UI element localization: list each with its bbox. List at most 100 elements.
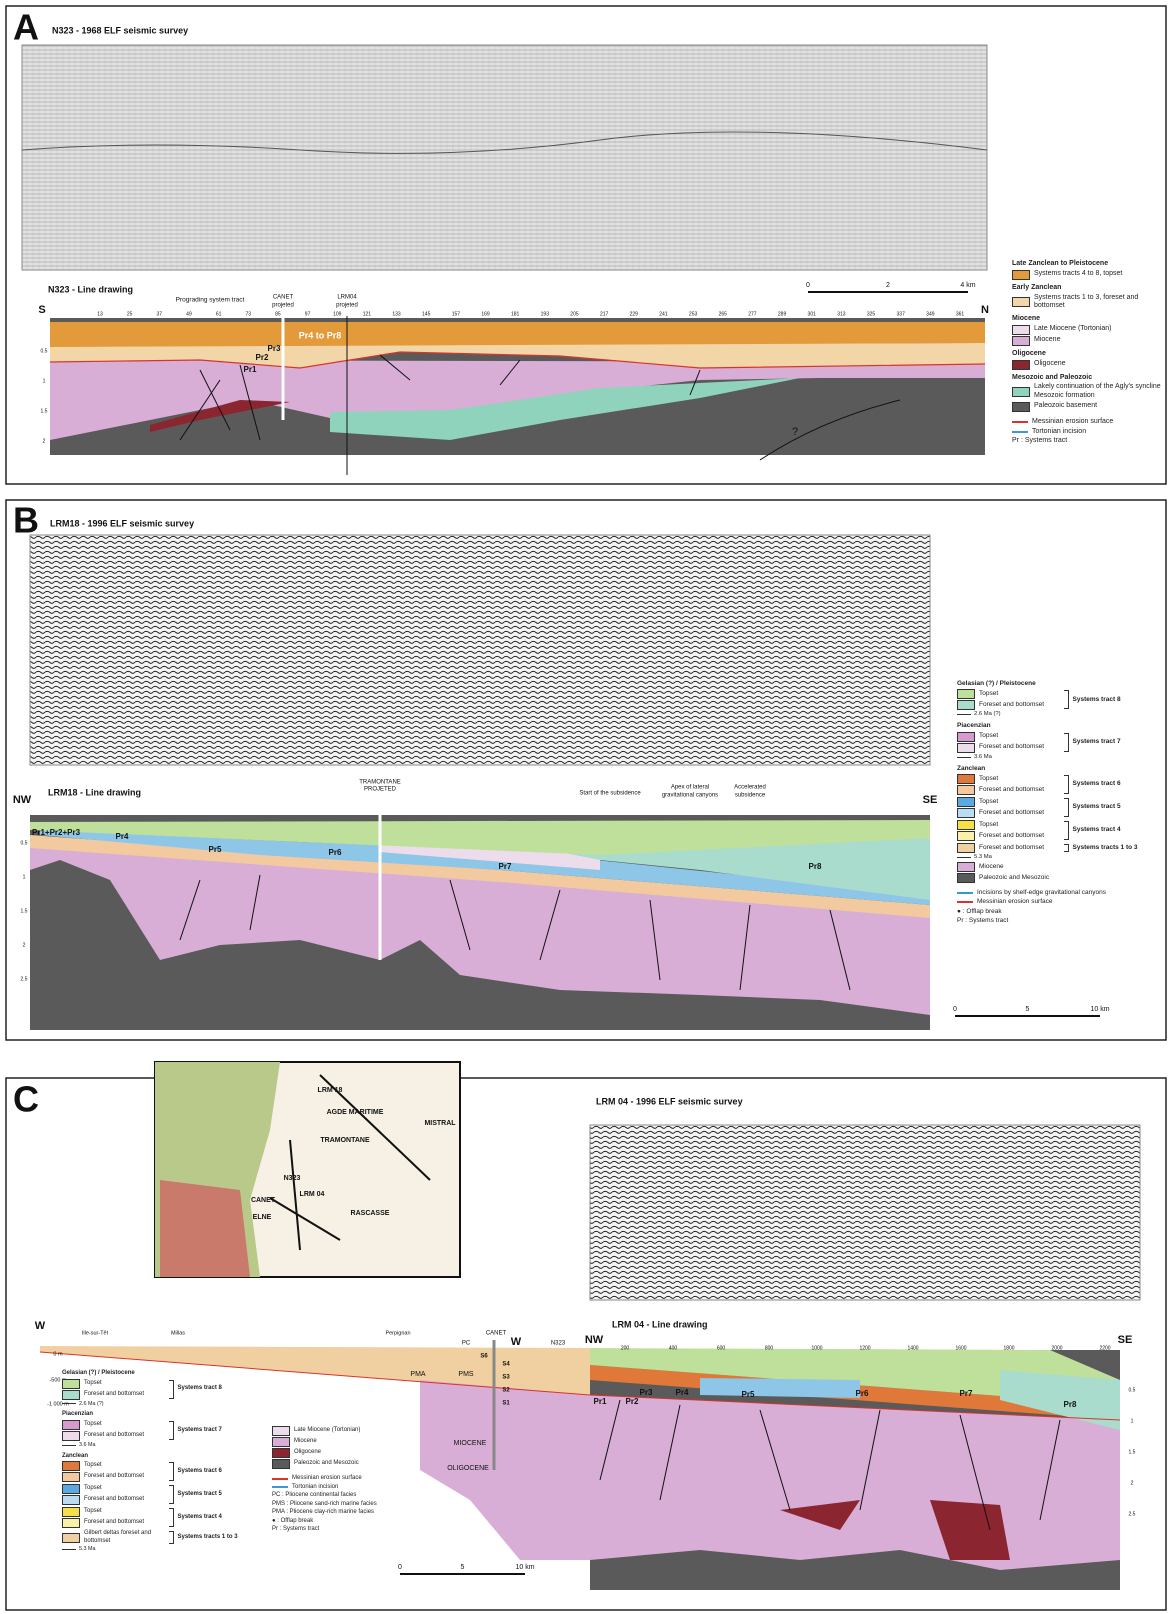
legend-tract-items: TopsetForeset and bottomset: [957, 731, 1060, 754]
shotpoint: 289: [778, 311, 787, 317]
age-label: 2.6 Ma (?): [79, 1401, 104, 1408]
shotpoint: 241: [659, 311, 668, 317]
legend-heading: Gelasian (?) / Pleistocene: [62, 1370, 267, 1378]
legend-label: Systems tracts 4 to 8, topset: [1034, 270, 1122, 279]
annotation: Apex of lateral: [671, 785, 709, 791]
annotation: S3: [502, 1375, 510, 1381]
annotation: Start of the subsidence: [579, 791, 641, 797]
legend-label: Topset: [979, 775, 998, 783]
legend-entry: Tortonian incision: [1012, 428, 1164, 437]
legend-swatch: [957, 785, 975, 795]
legend-heading: Late Zanclean to Pleistocene: [1012, 260, 1164, 269]
age-line: [62, 1445, 76, 1446]
legend-swatch: [957, 689, 975, 699]
shotpoint: 253: [689, 311, 698, 317]
legend-entry: Topset: [957, 732, 1060, 742]
legend-line: [957, 901, 973, 903]
legend-tract-name: Systems tract 8: [178, 1385, 222, 1393]
legend-entry: Foreset and bottomset: [62, 1390, 165, 1400]
age-line: [957, 757, 971, 758]
legend-entry: Topset: [957, 820, 1060, 830]
legend-age: 2.6 Ma (?): [62, 1401, 267, 1408]
legend-tract-items: Topset Foreset and bottomset: [62, 1378, 165, 1401]
legend-swatch: [62, 1390, 80, 1400]
legend-age: 3.6 Ma: [957, 754, 1162, 761]
legend-tract: TopsetForeset and bottomsetSystems tract…: [62, 1419, 267, 1442]
legend-label: Foreset and bottomset: [84, 1391, 144, 1399]
map-geology: [160, 1180, 250, 1277]
legend-entry: Foreset and bottomset: [62, 1518, 165, 1528]
legend-label: Paleozoic and Mesozoic: [294, 1460, 359, 1468]
map-label: LRM 18: [318, 1087, 343, 1094]
legend-label: Topset: [84, 1508, 102, 1516]
annotation: projeted: [272, 303, 294, 309]
legend-entry: Gilbert deltas foreset and bottomset: [62, 1530, 165, 1545]
depth-label: 2: [43, 438, 46, 444]
shotpoint: 337: [897, 311, 906, 317]
legend-swatch: [62, 1507, 80, 1517]
legend-entry: Foreset and bottomset: [957, 808, 1060, 818]
legend-label: Late Miocene (Tortonian): [294, 1427, 360, 1435]
scale-label: 4 km: [960, 282, 975, 289]
legend-tract-name: Systems tract 8: [1073, 696, 1121, 704]
shotpoint: 277: [748, 311, 757, 317]
legend-label: Topset: [84, 1485, 102, 1493]
annotation: Pr2: [626, 1397, 639, 1406]
legend-age: 2.6 Ma (?): [957, 711, 1162, 718]
legend-bracket: [169, 1508, 174, 1527]
legend-swatch: [1012, 325, 1030, 335]
annotation: OLIGOCENE: [447, 1465, 489, 1472]
legend-swatch: [62, 1379, 80, 1389]
legend-entry: Messinian erosion surface: [957, 898, 1162, 906]
distance-label: 400: [669, 1345, 678, 1351]
legend-label: Foreset and bottomset: [979, 844, 1044, 852]
drawing-title: LRM 04 - Line drawing: [612, 1319, 708, 1329]
annotation: N323: [551, 1341, 566, 1347]
legend-entry: Topset: [62, 1379, 165, 1389]
legend-entry: Miocene: [957, 862, 1162, 872]
legend-tract-items: Topset Foreset and bottomset: [62, 1506, 165, 1529]
seismic-title: LRM 04 - 1996 ELF seismic survey: [596, 1096, 743, 1106]
legend-label: Foreset and bottomset: [84, 1473, 144, 1481]
legend-entry: Tortonian incision: [272, 1484, 452, 1492]
legend-entry: Topset: [62, 1507, 165, 1517]
legend-heading: Mesozoic and Paleozoic: [1012, 374, 1164, 383]
legend-entry: Systems tracts 1 to 3, foreset and botto…: [1012, 294, 1164, 312]
legend-label: Foreset and bottomset: [979, 786, 1044, 794]
annotation: Pr4 to Pr8: [299, 330, 342, 340]
shotpoint: 301: [808, 311, 817, 317]
legend-tract-items: TopsetForeset and bottomset: [62, 1460, 165, 1483]
legend-swatch: [62, 1472, 80, 1482]
legend-entry: Foreset and bottomset: [957, 831, 1060, 841]
legend-swatch: [272, 1437, 290, 1447]
shotpoint: 37: [157, 311, 163, 317]
annotation: Pr4: [676, 1388, 689, 1397]
legend-age: 3.6 Ma: [62, 1442, 267, 1449]
annotation: Accelerated: [734, 785, 766, 791]
shotpoint: 325: [867, 311, 876, 317]
age-label: 5.3 Ma: [79, 1546, 95, 1553]
shotpoint: 361: [956, 311, 965, 317]
shotpoint: 349: [926, 311, 935, 317]
legend-notes: Messinian erosion surfaceTortonian incis…: [1012, 418, 1164, 446]
shotpoint: 229: [630, 311, 639, 317]
seismic-title: LRM18 - 1996 ELF seismic survey: [50, 518, 194, 528]
age-label: 5.3 Ma: [974, 854, 992, 861]
scale-label: 2: [886, 282, 890, 289]
legend-label: Messinian erosion surface: [977, 898, 1053, 906]
annotation: Pr3: [268, 344, 281, 353]
map-label: N323: [284, 1175, 301, 1182]
legend-entry: Systems tracts 4 to 8, topset: [1012, 270, 1164, 280]
seismic-title: N323 - 1968 ELF seismic survey: [52, 25, 188, 35]
legend-swatch: [272, 1459, 290, 1469]
map-label: LRM 04: [300, 1191, 325, 1198]
legend-tract-items: TopsetForeset and bottomset: [957, 796, 1060, 819]
legend-tract-name: Systems tract 6: [1073, 780, 1121, 788]
legend-entry: Miocene: [272, 1437, 452, 1447]
annotation: LRM04: [337, 295, 357, 301]
depth-label: 1: [1131, 1418, 1134, 1424]
legend-label: PMS : Pliocene sand-rich marine facies: [272, 1501, 377, 1509]
legend-label: Miocene: [979, 863, 1004, 871]
depth-label: 1.5: [1129, 1449, 1136, 1455]
